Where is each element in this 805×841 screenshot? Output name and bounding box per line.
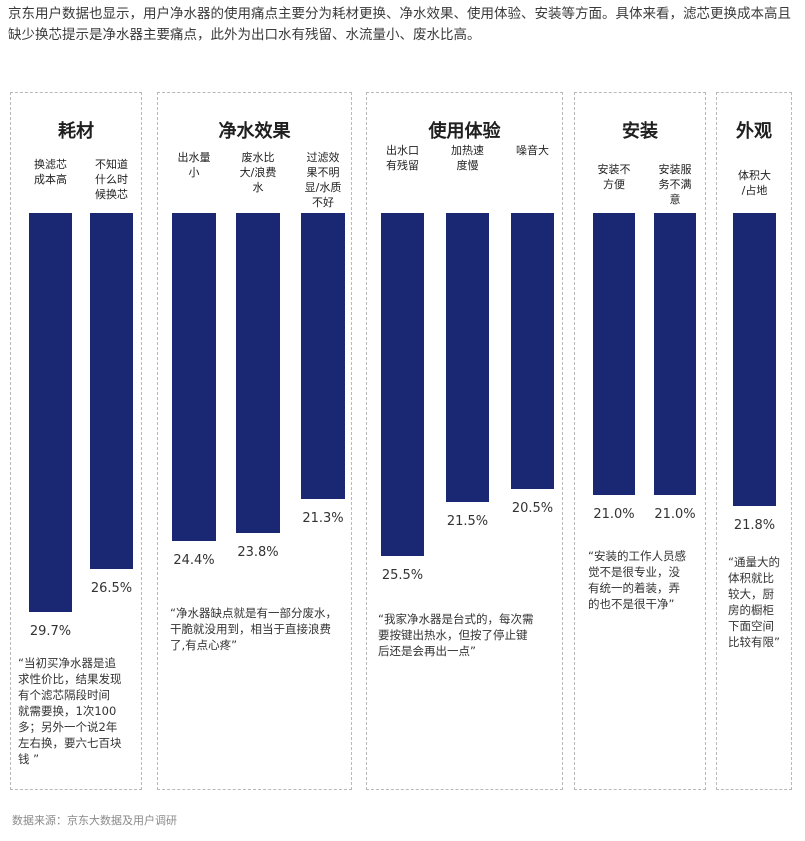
bar xyxy=(733,213,776,507)
user-quote: “我家净水器是台式的，每次需 要按键出热水，但按了停止键 后还是会再出一点” xyxy=(378,612,534,658)
category-label: 加热速 度慢 xyxy=(451,144,484,172)
user-quote: “净水器缺点就是有一部分废水， 干脆就没用到，相当于直接浪费 了,有点心疼” xyxy=(170,606,337,652)
group-panel xyxy=(716,92,792,790)
bar xyxy=(446,213,489,503)
category-label: 出水量 小 xyxy=(177,151,211,179)
value-label: 21.8% xyxy=(733,518,776,534)
value-label: 21.0% xyxy=(593,507,635,523)
user-quote: “安装的工作人员感 觉不是很专业，没 有统一的着装，弄 的也不是很干净” xyxy=(588,549,686,611)
group-panel xyxy=(574,92,706,790)
group-panel xyxy=(366,92,563,790)
bar xyxy=(511,213,554,489)
intro-text: 京东用户数据也显示，用户净水器的使用痛点主要分为耗材更换、净水效果、使用体验、安… xyxy=(8,6,791,43)
user-quote: “当初买净水器是追 求性价比，结果发现 有个滤芯隔段时间 就需要换，1次100 … xyxy=(18,656,122,766)
bar xyxy=(381,213,424,556)
category-label: 噪音大 xyxy=(516,144,549,157)
category-label: 安装不 方便 xyxy=(597,163,631,191)
group-panel xyxy=(10,92,142,790)
value-label: 24.4% xyxy=(173,553,215,569)
value-label: 21.5% xyxy=(446,514,489,530)
group-title: 净水效果 xyxy=(218,121,291,142)
category-label: 过滤效 果不明 显/水质 不好 xyxy=(304,151,342,209)
bar xyxy=(654,213,696,496)
bar xyxy=(301,213,345,500)
value-label: 21.3% xyxy=(302,511,344,527)
group-panel xyxy=(157,92,352,790)
group-title: 外观 xyxy=(736,121,772,142)
group-title: 使用体验 xyxy=(428,121,501,142)
value-label: 29.7% xyxy=(29,624,72,640)
category-label: 不知道 什么时 候换芯 xyxy=(95,158,128,201)
source-note: 数据来源：京东大数据及用户调研 xyxy=(12,814,177,827)
bar xyxy=(593,213,635,496)
bar xyxy=(172,213,216,542)
category-label: 体积大 /占地 xyxy=(738,169,771,197)
user-quote: “通量大的 体积就比 较大，厨 房的橱柜 下面空间 比较有限” xyxy=(728,555,780,649)
bar xyxy=(90,213,133,570)
category-label: 出水口 有残留 xyxy=(386,144,419,172)
bar xyxy=(236,213,280,534)
category-label: 安装服 务不满 意 xyxy=(658,163,692,206)
value-label: 25.5% xyxy=(381,567,424,583)
value-label: 20.5% xyxy=(511,500,554,516)
bar xyxy=(29,213,72,613)
value-label: 26.5% xyxy=(90,581,133,597)
group-title: 耗材 xyxy=(58,121,94,142)
group-title: 安装 xyxy=(622,121,658,142)
category-label: 废水比 大/浪费 水 xyxy=(239,151,277,194)
category-label: 换滤芯 成本高 xyxy=(34,158,67,186)
value-label: 21.0% xyxy=(654,507,696,523)
value-label: 23.8% xyxy=(237,545,279,561)
